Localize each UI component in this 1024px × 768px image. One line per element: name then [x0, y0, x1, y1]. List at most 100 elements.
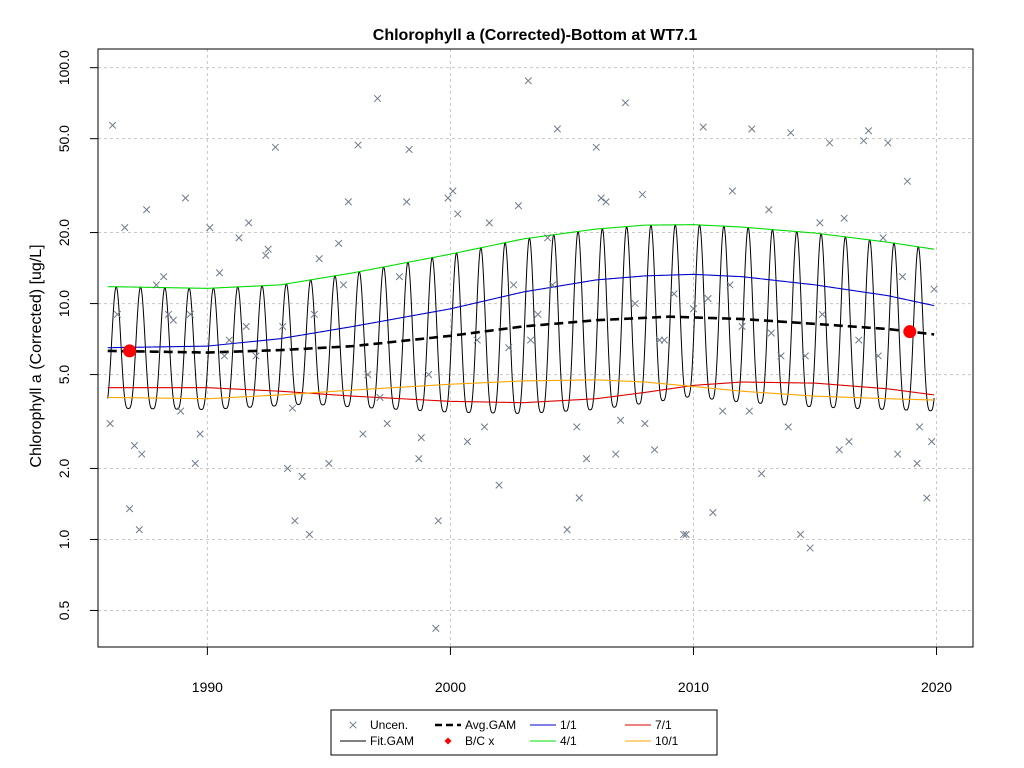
- obs-point: [288, 404, 297, 412]
- obs-point: [181, 194, 190, 202]
- obs-point: [164, 310, 173, 319]
- obs-point: [641, 419, 649, 428]
- obs-point: [310, 310, 318, 319]
- bc-point: [123, 344, 137, 358]
- obs-point: [796, 530, 805, 539]
- fit-gam-line: [107, 224, 935, 414]
- obs-point: [526, 336, 535, 344]
- obs-point: [806, 544, 814, 552]
- obs-point: [196, 430, 204, 438]
- obs-point: [616, 416, 625, 424]
- oct-curve: [107, 379, 935, 401]
- legend-label: 7/1: [655, 718, 672, 732]
- obs-point: [485, 219, 493, 227]
- legend-item: Uncen.: [349, 718, 408, 732]
- x-tick-label: 1990: [192, 679, 223, 695]
- obs-point: [373, 94, 382, 103]
- y-tick-label: 0.5: [56, 601, 72, 621]
- y-axis-label: Chlorophyll a (Corrected) [ug/L]: [28, 244, 45, 467]
- legend-item: 10/1: [625, 734, 679, 748]
- obs-point: [543, 234, 552, 242]
- legend-item: Avg.GAM: [435, 718, 516, 732]
- obs-point: [235, 234, 243, 242]
- obs-point: [548, 281, 557, 289]
- obs-point: [680, 530, 688, 539]
- obs-point: [364, 370, 372, 379]
- obs-point: [444, 194, 452, 202]
- obs-point: [575, 494, 583, 502]
- legend-item: B/C x: [444, 734, 494, 748]
- obs-point: [415, 455, 423, 463]
- obs-point: [344, 198, 353, 206]
- obs-point: [784, 423, 792, 431]
- obs-point: [573, 423, 581, 431]
- obs-point: [709, 508, 717, 517]
- obs-point: [283, 464, 292, 473]
- obs-point: [142, 206, 151, 214]
- obs-point: [928, 437, 936, 446]
- x-tick-label: 2020: [921, 679, 952, 695]
- legend-label: B/C x: [465, 734, 494, 748]
- obs-point: [106, 419, 114, 428]
- obs-point: [825, 139, 834, 147]
- obs-point: [434, 517, 442, 525]
- obs-point: [699, 123, 707, 131]
- y-tick-label: 100.0: [56, 50, 72, 85]
- obs-point: [176, 407, 185, 415]
- obs-point: [264, 245, 272, 253]
- obs-point: [509, 281, 518, 289]
- obs-point: [893, 450, 902, 458]
- obs-point: [225, 336, 233, 344]
- fit-gam-curve: [107, 224, 935, 414]
- obs-point: [383, 419, 391, 428]
- obs-point: [169, 316, 178, 324]
- y-tick-label: 20.0: [56, 219, 72, 246]
- obs-point: [818, 310, 826, 319]
- obs-point: [757, 470, 766, 478]
- axes: 1990 2000 2010 2020 0.5 1.0 2.0 5.0 10.0 20.0 50.0…: [56, 50, 952, 695]
- seasonal-curves: [107, 224, 935, 404]
- obs-point: [403, 198, 411, 206]
- y-tick-label: 10.0: [56, 290, 72, 317]
- obs-point: [417, 434, 425, 442]
- obs-point: [845, 437, 853, 446]
- jan-curve: [107, 273, 935, 349]
- obs-point: [339, 281, 348, 289]
- obs-point: [923, 494, 931, 502]
- obs-point: [534, 310, 542, 319]
- obs-point: [138, 450, 146, 458]
- legend-item: 7/1: [625, 718, 672, 732]
- obs-point: [930, 285, 938, 293]
- legend-box: [330, 709, 718, 756]
- avg-gam-line: [107, 315, 935, 354]
- obs-point: [220, 352, 229, 360]
- obs-point: [650, 446, 659, 454]
- legend-item: 1/1: [530, 718, 577, 732]
- obs-point: [354, 141, 362, 149]
- obs-point: [748, 125, 756, 133]
- legend: Uncen. Fit.GAM Avg.GAM B/C x 1/1 4/1 7/1 10/1: [330, 709, 718, 756]
- obs-point: [704, 294, 712, 303]
- obs-point: [787, 129, 795, 137]
- obs-point: [315, 255, 323, 263]
- legend-label: 1/1: [560, 718, 577, 732]
- obs-point: [777, 352, 785, 360]
- obs-point: [898, 273, 907, 281]
- legend-cross-icon: [349, 721, 357, 729]
- obs-point: [689, 305, 698, 313]
- obs-point: [915, 423, 924, 431]
- obs-point: [859, 137, 868, 145]
- obs-point: [113, 310, 122, 319]
- obs-point: [262, 251, 270, 260]
- apr-curve: [107, 224, 935, 289]
- y-tick-label: 5.0: [56, 365, 72, 385]
- obs-point: [840, 214, 848, 222]
- obs-point: [563, 526, 571, 534]
- obs-point: [271, 143, 280, 151]
- obs-point: [718, 407, 727, 415]
- obs-point: [726, 281, 734, 289]
- obs-point: [524, 77, 532, 85]
- obs-point: [864, 127, 873, 135]
- bc-points: [123, 325, 917, 358]
